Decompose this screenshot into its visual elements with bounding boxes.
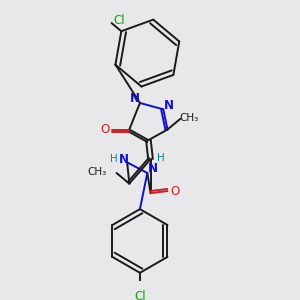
Text: CH₃: CH₃ xyxy=(88,167,107,177)
Text: N: N xyxy=(164,99,174,112)
Text: Cl: Cl xyxy=(113,14,125,27)
Text: Cl: Cl xyxy=(134,290,146,300)
Text: O: O xyxy=(170,184,180,198)
Text: CH₃: CH₃ xyxy=(179,113,198,123)
Text: H: H xyxy=(157,153,165,163)
Text: N: N xyxy=(119,153,129,166)
Text: N: N xyxy=(130,92,140,105)
Text: O: O xyxy=(100,123,110,136)
Text: N: N xyxy=(148,162,158,175)
Text: H: H xyxy=(110,154,118,164)
